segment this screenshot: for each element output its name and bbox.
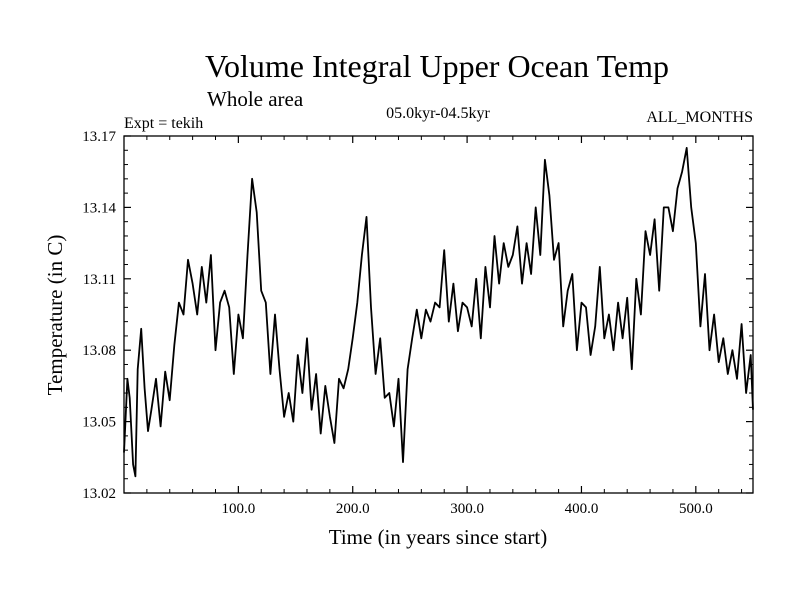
chart-title: Volume Integral Upper Ocean Temp — [205, 48, 669, 84]
y-tick-label: 13.08 — [82, 343, 116, 359]
y-tick-label: 13.11 — [83, 272, 116, 288]
months-label: ALL_MONTHS — [646, 109, 753, 126]
x-tick-label: 300.0 — [450, 501, 484, 517]
chart-subtitle: Whole area — [207, 87, 304, 111]
plot-frame — [123, 135, 754, 494]
x-tick-label: 200.0 — [336, 501, 370, 517]
y-tick-label: 13.17 — [82, 129, 116, 145]
y-tick-label: 13.02 — [82, 486, 116, 502]
x-axis-label: Time (in years since start) — [329, 525, 548, 549]
x-tick-label: 500.0 — [679, 501, 713, 517]
x-axis: 100.0 200.0 300.0 400.0 500.0 — [146, 136, 743, 517]
y-axis-label: Temperature (in C) — [43, 235, 67, 396]
y-axis: 13.02 13.05 13.08 13.11 13.14 13.17 — [82, 129, 753, 502]
y-tick-label: 13.14 — [82, 200, 116, 216]
y-tick-label: 13.05 — [82, 415, 116, 431]
experiment-label: Expt = tekih — [124, 115, 203, 132]
x-tick-label: 400.0 — [565, 501, 599, 517]
series-line — [123, 147, 754, 478]
x-tick-label: 100.0 — [221, 501, 255, 517]
period-label: 05.0kyr-04.5kyr — [386, 105, 490, 122]
